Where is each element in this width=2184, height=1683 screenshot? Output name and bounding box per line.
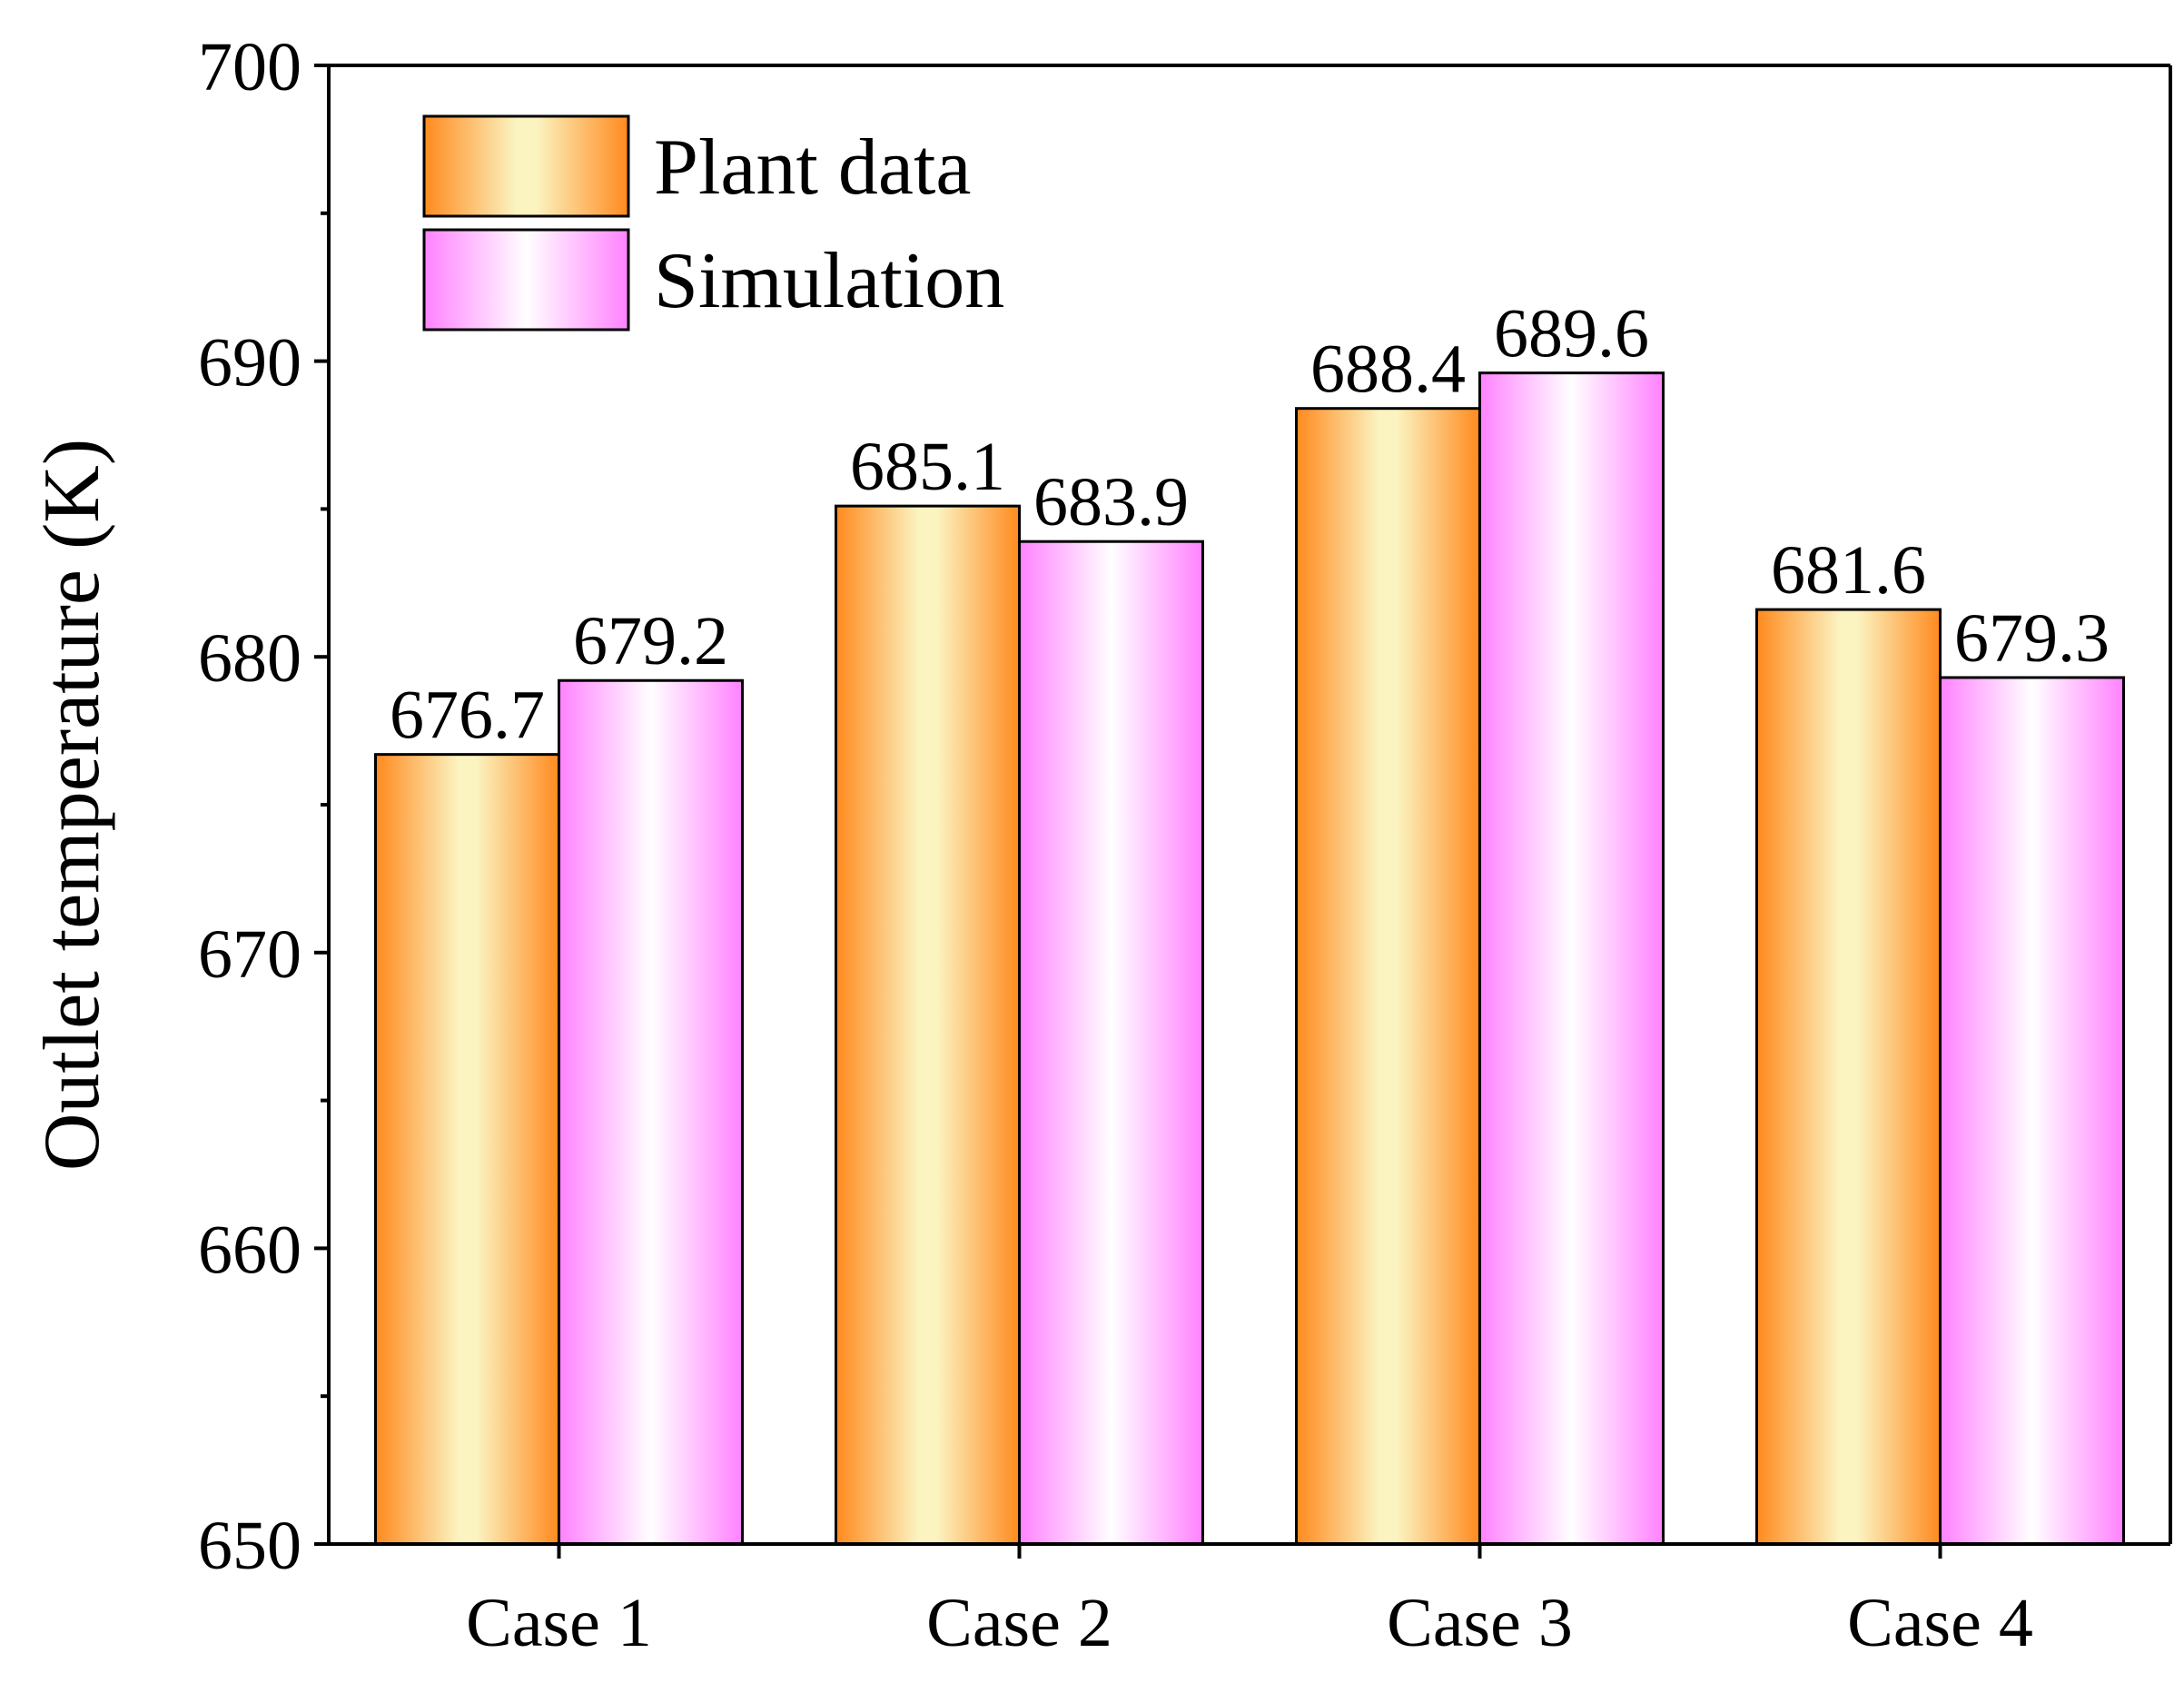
plant-data-bar xyxy=(835,504,1021,1546)
legend-label-plant-data: Plant data xyxy=(654,124,971,212)
simulation-value-label: 679.2 xyxy=(573,603,728,679)
legend-swatch-simulation xyxy=(422,228,630,332)
plant-data-value-label: 688.4 xyxy=(1310,332,1466,408)
plant-data-bar xyxy=(1295,407,1481,1546)
simulation-value-label: 683.9 xyxy=(1033,464,1189,540)
plant-data-value-label: 681.6 xyxy=(1771,532,1926,609)
y-tick-label: 670 xyxy=(198,916,301,993)
legend-label-simulation: Simulation xyxy=(654,237,1004,325)
simulation-bar xyxy=(558,678,744,1546)
plant-data-value-label: 676.7 xyxy=(390,678,545,754)
simulation-bar xyxy=(1939,676,2125,1546)
plant-data-bar xyxy=(374,753,560,1546)
plant-data-value-label: 685.1 xyxy=(850,429,1005,505)
y-tick-label: 660 xyxy=(198,1212,301,1288)
y-tick-label: 700 xyxy=(198,29,301,105)
simulation-bar xyxy=(1018,540,1204,1546)
y-axis-title: Outlet temperature (K) xyxy=(28,439,116,1171)
simulation-bar xyxy=(1478,371,1665,1546)
simulation-value-label: 689.6 xyxy=(1494,296,1649,372)
legend-swatch-plant-data xyxy=(422,114,630,218)
simulation-value-label: 679.3 xyxy=(1954,600,2110,677)
y-tick-label: 690 xyxy=(198,325,301,401)
x-tick-label: Case 2 xyxy=(926,1585,1112,1661)
plant-data-bar xyxy=(1755,608,1942,1546)
y-tick-label: 680 xyxy=(198,620,301,697)
x-tick-label: Case 1 xyxy=(466,1585,652,1661)
x-tick-label: Case 3 xyxy=(1387,1585,1573,1661)
x-tick-label: Case 4 xyxy=(1847,1585,2033,1661)
y-tick-label: 650 xyxy=(198,1508,301,1584)
